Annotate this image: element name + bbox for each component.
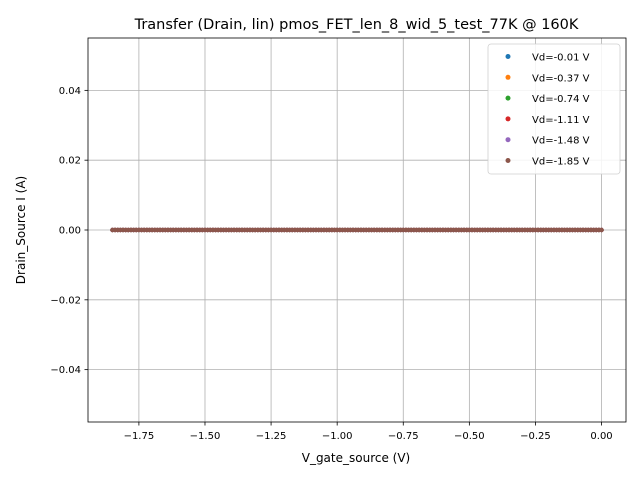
- series-points: [110, 227, 604, 233]
- x-tick-label: −1.50: [190, 431, 221, 442]
- y-axis-label: Drain_Source I (A): [14, 176, 28, 284]
- y-tick-label: −0.02: [50, 295, 81, 306]
- x-tick-label: −1.25: [256, 431, 287, 442]
- data-points: [110, 227, 604, 233]
- legend-marker: [505, 95, 511, 101]
- x-axis: −1.75 −1.50 −1.25 −1.00 −0.75 −0.50 −0.25 0.00: [124, 422, 613, 442]
- data-point: [599, 227, 604, 233]
- legend-item: Vd=-1.85 V: [505, 157, 590, 168]
- legend-label: Vd=-0.74 V: [532, 94, 590, 105]
- legend-marker: [505, 74, 511, 80]
- y-tick-label: 0.00: [59, 226, 81, 237]
- y-axis: −0.04 −0.02 0.00 0.02 0.04: [50, 86, 88, 376]
- legend-label: Vd=-0.01 V: [532, 53, 590, 64]
- x-tick-label: −0.50: [454, 431, 485, 442]
- legend-marker: [505, 116, 511, 122]
- legend-marker: [505, 158, 511, 163]
- legend-label: Vd=-0.37 V: [532, 73, 590, 84]
- y-tick-label: 0.04: [59, 86, 81, 97]
- legend: Vd=-0.01 V Vd=-0.37 V Vd=-0.74 V Vd=-1.11 V…: [487, 43, 621, 175]
- legend-label: Vd=-1.11 V: [532, 115, 590, 126]
- legend-item: Vd=-1.48 V: [505, 136, 590, 147]
- y-tick-label: 0.02: [59, 156, 81, 167]
- legend-item: Vd=-1.11 V: [505, 115, 590, 126]
- legend-label: Vd=-1.85 V: [532, 157, 590, 168]
- x-tick-label: −1.00: [322, 431, 353, 442]
- chart-title: Transfer (Drain, lin) pmos_FET_len_8_wid…: [134, 17, 579, 33]
- legend-label: Vd=-1.48 V: [532, 136, 590, 147]
- legend-item: Vd=-0.01 V: [505, 53, 590, 64]
- legend-item: Vd=-0.74 V: [505, 94, 590, 105]
- legend-marker: [505, 54, 511, 59]
- legend-box: [487, 43, 621, 175]
- x-tick-label: 0.00: [590, 431, 612, 442]
- x-axis-label: V_gate_source (V): [302, 451, 411, 465]
- legend-marker: [505, 137, 511, 143]
- y-tick-label: −0.04: [50, 365, 81, 376]
- x-tick-label: −0.25: [520, 431, 551, 442]
- x-tick-label: −1.75: [124, 431, 155, 442]
- legend-item: Vd=-0.37 V: [505, 73, 590, 84]
- x-tick-label: −0.75: [388, 431, 419, 442]
